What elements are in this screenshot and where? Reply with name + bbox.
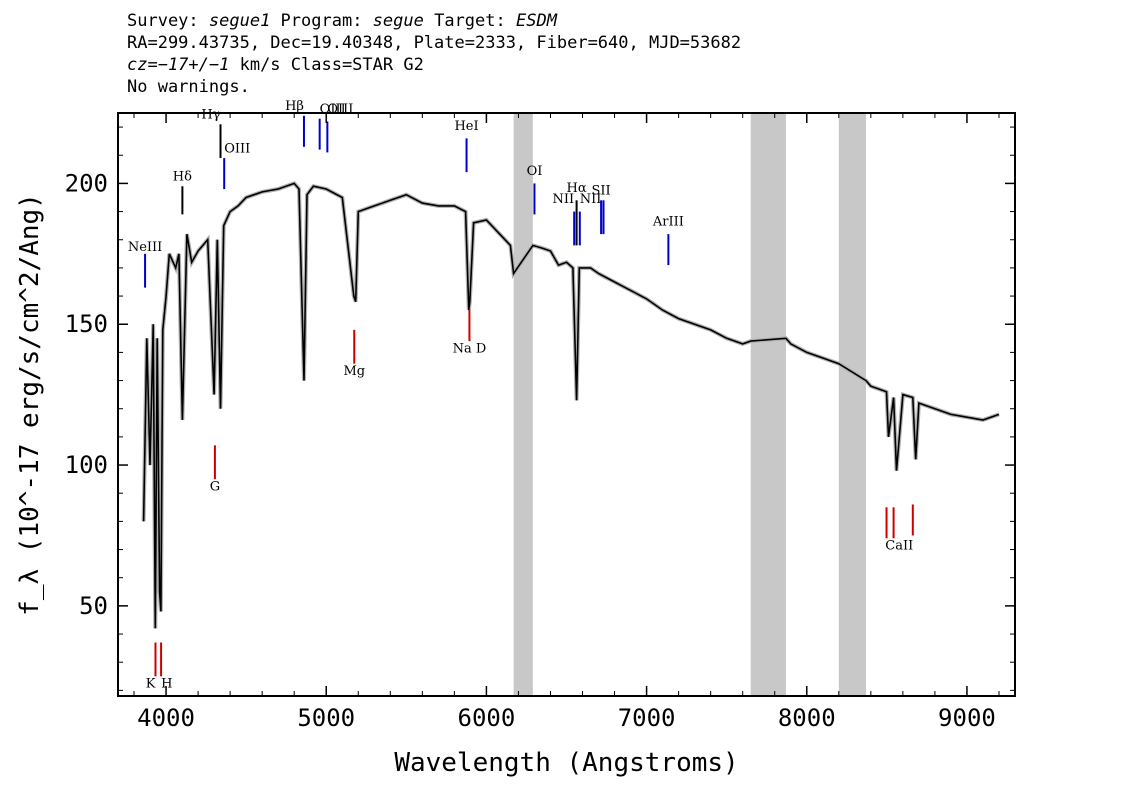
y-tick-label: 200 (65, 169, 108, 197)
line-label: Hδ (173, 170, 192, 185)
masked-region (838, 113, 867, 696)
masked-regions (513, 113, 867, 696)
line-label: NII (553, 192, 575, 207)
x-tick-label: 5000 (297, 704, 355, 732)
cz-value: cz=−17+/−1 (127, 55, 230, 75)
line-label: SII (592, 184, 611, 199)
line-label: OI (527, 164, 543, 179)
line-label: G (210, 479, 220, 494)
masked-region (750, 113, 786, 696)
line-label: CaII (885, 539, 913, 554)
spectrum-header: Survey: segue1 Program: segue Target: ES… (127, 10, 741, 98)
header-line-survey: Survey: segue1 Program: segue Target: ES… (127, 10, 741, 32)
y-tick-label: 100 (65, 451, 108, 479)
x-tick-label: 6000 (458, 704, 516, 732)
survey-label: Survey: (127, 11, 209, 31)
line-label: NII (580, 192, 602, 207)
line-label: Mg (343, 364, 365, 379)
x-tick-label: 7000 (618, 704, 676, 732)
spectrum-line (142, 182, 1000, 629)
line-label: OIII (224, 141, 250, 156)
y-tick-label: 150 (65, 310, 108, 338)
y-axis-label: f_λ (10^-17 erg/s/cm^2/Ang) (15, 193, 45, 616)
line-label: Hβ (285, 99, 304, 114)
spectrum-error-band (141, 181, 1000, 629)
class-text: km/s Class=STAR G2 (229, 55, 424, 75)
line-label: H (161, 677, 172, 692)
header-line-coords: RA=299.43735, Dec=19.40348, Plate=2333, … (127, 33, 742, 53)
axis-ticks: 4000 5000 6000 7000 8000 9000 50 100 150 200 (65, 113, 1015, 732)
line-label: NeIII (128, 240, 162, 255)
line-label: K (146, 677, 156, 692)
line-label: ArIII (652, 215, 684, 230)
program-label: Program: (270, 11, 373, 31)
x-tick-label: 9000 (938, 704, 996, 732)
line-label: Na D (453, 341, 487, 356)
program-value: segue (372, 11, 424, 31)
line-label: Hα (567, 181, 587, 196)
survey-value: segue1 (208, 11, 271, 31)
header-line-warnings: No warnings. (127, 77, 250, 97)
target-label: Target: (423, 11, 516, 31)
target-value: ESDM (515, 11, 557, 31)
x-tick-label: 8000 (778, 704, 836, 732)
header-line-redshift: cz=−17+/−1 km/s Class=STAR G2 (127, 54, 741, 76)
line-label: Hγ (201, 108, 220, 123)
x-tick-label: 4000 (137, 704, 195, 732)
x-axis-label: Wavelength (Angstroms) (394, 748, 738, 778)
line-label: HeI (454, 119, 478, 134)
line-label: OIII (327, 102, 353, 117)
plot-frame (117, 112, 1016, 697)
masked-region (513, 113, 533, 696)
y-tick-label: 50 (79, 592, 108, 620)
